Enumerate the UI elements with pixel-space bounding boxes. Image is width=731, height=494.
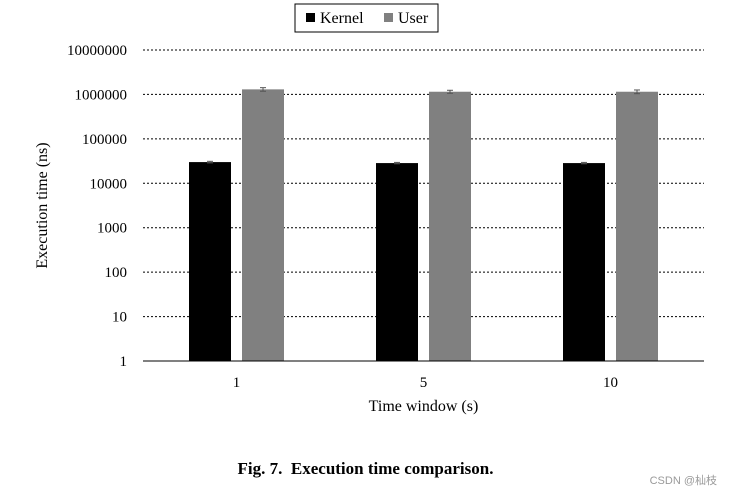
figure-label: Fig. 7. (237, 459, 283, 478)
bar-kernel-5 (376, 163, 418, 361)
y-axis-title: Execution time (ns) (34, 142, 51, 268)
x-axis-ticks: 1 5 10 (233, 375, 618, 391)
bar-kernel-1 (189, 162, 231, 361)
bar-user-1 (242, 89, 284, 361)
y-tick-label: 1000000 (75, 87, 128, 103)
y-axis-ticks: 1 10 100 1000 10000 100000 1000000 10000000 (67, 43, 127, 370)
bar-user-5 (429, 91, 471, 362)
legend-swatch-kernel (306, 13, 315, 22)
y-tick-label: 100000 (82, 132, 127, 148)
bars (189, 87, 658, 362)
x-tick-label: 5 (420, 375, 428, 391)
bar-kernel-10 (563, 163, 605, 361)
legend-box (294, 3, 439, 33)
legend-label-user: User (398, 10, 429, 27)
x-tick-label: 1 (233, 375, 241, 391)
y-tick-label: 1 (120, 354, 128, 370)
legend-label-kernel: Kernel (320, 10, 364, 27)
y-tick-label: 1000 (97, 221, 127, 237)
x-tick-label: 10 (603, 375, 618, 391)
y-tick-label: 10000 (90, 176, 128, 192)
gridlines (143, 49, 704, 318)
figure-caption-text: Execution time comparison. (290, 459, 494, 478)
y-tick-label: 100 (105, 265, 128, 281)
bar-user-10 (616, 91, 658, 362)
y-tick-label: 10000000 (67, 43, 127, 59)
legend: Kernel User (294, 3, 439, 33)
figure-caption: Fig. 7. Execution time comparison. (0, 459, 731, 479)
x-axis-title: Time window (s) (369, 398, 479, 415)
legend-swatch-user (384, 13, 393, 22)
watermark: CSDN @杣枝 (649, 475, 717, 487)
y-tick-label: 10 (112, 310, 127, 326)
